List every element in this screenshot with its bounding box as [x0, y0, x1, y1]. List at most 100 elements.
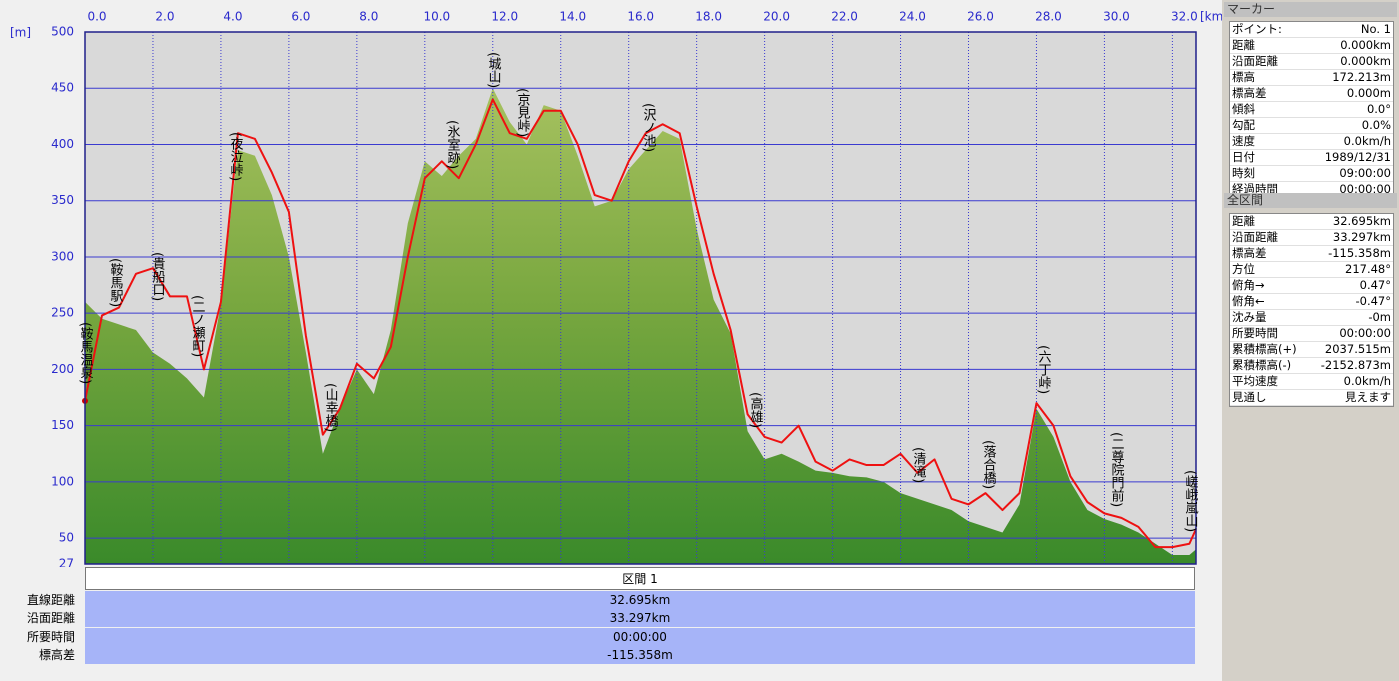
place-label: (京見峠) — [515, 88, 531, 137]
x-unit: [km] — [1200, 10, 1222, 24]
place-label: (高雄) — [748, 392, 764, 428]
x-tick-label: 12.0 — [491, 10, 518, 24]
info-key: 標高 — [1232, 70, 1255, 84]
info-key: 平均速度 — [1232, 374, 1278, 388]
info-value: -2152.873m — [1320, 358, 1391, 372]
info-value: 09:00:00 — [1339, 166, 1391, 180]
info-key: 沿面距離 — [1232, 54, 1278, 68]
info-value: 172.213m — [1332, 70, 1391, 84]
terrain-area — [85, 88, 1196, 564]
info-row: 所要時間 00:00:00 — [1230, 326, 1393, 342]
info-key: 累積標高(+) — [1232, 342, 1297, 356]
place-label: (清滝) — [911, 447, 927, 483]
place-label: (鞍馬温泉) — [78, 322, 94, 384]
info-row: 累積標高(+) 2037.515m — [1230, 342, 1393, 358]
total-title: 全区間 — [1224, 193, 1397, 208]
info-row: 俯角→ 0.47° — [1230, 278, 1393, 294]
info-row: 沿面距離 0.000km — [1230, 54, 1393, 70]
info-row: 日付 1989/12/31 — [1230, 150, 1393, 166]
place-label: (二尊院門前) — [1109, 432, 1125, 507]
info-key: 沈み量 — [1232, 310, 1267, 324]
info-key: 距離 — [1232, 38, 1255, 52]
info-key: 標高差 — [1232, 86, 1267, 100]
info-key: ポイント: — [1232, 22, 1282, 36]
y-tick-label: 50 — [59, 531, 74, 545]
x-tick-label: 20.0 — [763, 10, 790, 24]
info-key: 勾配 — [1232, 118, 1255, 132]
info-row: 累積標高(-) -2152.873m — [1230, 358, 1393, 374]
info-value: 33.297km — [1332, 230, 1391, 244]
section-row: 直線距離 32.695km — [0, 591, 1196, 609]
y-tick-label: 400 — [51, 137, 74, 151]
info-key: 累積標高(-) — [1232, 358, 1292, 372]
y-tick-label: 300 — [51, 249, 74, 263]
info-key: 日付 — [1232, 150, 1255, 164]
info-value: -0.47° — [1355, 294, 1391, 308]
total-table: 距離 32.695km 沿面距離 33.297km 標高差 -115.358m 方位 217.… — [1229, 213, 1394, 407]
info-value: 217.48° — [1345, 262, 1391, 276]
info-key: 時刻 — [1232, 166, 1255, 180]
x-tick-label: 28.0 — [1035, 10, 1062, 24]
info-row: 速度 0.0km/h — [1230, 134, 1393, 150]
info-value: 0.47° — [1359, 278, 1391, 292]
marker-title: マーカー — [1224, 2, 1397, 17]
info-key: 標高差 — [1232, 246, 1267, 260]
place-label: (嵯峨嵐山) — [1183, 470, 1199, 532]
x-tick-label: 22.0 — [831, 10, 858, 24]
info-row: 標高 172.213m — [1230, 70, 1393, 86]
place-label: (夜泣峠) — [228, 132, 244, 181]
info-key: 距離 — [1232, 214, 1255, 228]
place-label: (六丁峠) — [1036, 345, 1052, 394]
x-tick-label: 4.0 — [223, 10, 242, 24]
y-tick-label: 200 — [51, 362, 74, 376]
section-panel: 区間 1 直線距離 32.695km 沿面距離 33.297km 所要時間 00:00:0… — [0, 567, 1222, 667]
section-title: 区間 1 — [85, 567, 1195, 590]
x-tick-label: 10.0 — [423, 10, 450, 24]
x-tick-label: 24.0 — [899, 10, 926, 24]
info-key: 方位 — [1232, 262, 1255, 276]
info-value: No. 1 — [1360, 22, 1391, 36]
info-value: -0m — [1368, 310, 1391, 324]
y-tick-label: 150 — [51, 418, 74, 432]
section-row: 所要時間 00:00:00 — [0, 627, 1196, 646]
info-value: -115.358m — [1328, 246, 1391, 260]
info-value: 00:00:00 — [1339, 182, 1391, 196]
info-key: 俯角→ — [1232, 278, 1265, 292]
info-row: 方位 217.48° — [1230, 262, 1393, 278]
y-tick-label: 350 — [51, 193, 74, 207]
place-label: (城山) — [486, 52, 502, 88]
section-value: 32.695km — [85, 591, 1195, 609]
x-tick-label: 6.0 — [291, 10, 310, 24]
section-row: 沿面距離 33.297km — [0, 609, 1196, 628]
info-key: 経過時間 — [1232, 182, 1278, 196]
place-label: (山幸橋) — [323, 383, 339, 432]
side-panel: マーカー ポイント: No. 1 距離 0.000km 沿面距離 0.000km 標高 172… — [1222, 0, 1399, 681]
plot-border — [84, 31, 1197, 565]
x-tick-label: 26.0 — [967, 10, 994, 24]
info-value: 32.695km — [1332, 214, 1391, 228]
y-tick-label: 100 — [51, 474, 74, 488]
info-value: 1989/12/31 — [1324, 150, 1391, 164]
info-value: 0.0% — [1361, 118, 1391, 132]
y-tick-label: 27 — [59, 557, 74, 568]
section-key: 直線距離 — [26, 593, 75, 607]
info-row: 時刻 09:00:00 — [1230, 166, 1393, 182]
info-row: 平均速度 0.0km/h — [1230, 374, 1393, 390]
info-key: 速度 — [1232, 134, 1255, 148]
info-row: 標高差 -115.358m — [1230, 246, 1393, 262]
info-row: 俯角← -0.47° — [1230, 294, 1393, 310]
info-row: 傾斜 0.0° — [1230, 102, 1393, 118]
y-tick-label: 450 — [51, 81, 74, 95]
section-key: 沿面距離 — [26, 611, 75, 626]
info-row: 見通し 見えます — [1230, 390, 1393, 406]
info-value: 0.0km/h — [1343, 134, 1391, 148]
info-key: 所要時間 — [1232, 326, 1278, 340]
info-row: 沈み量 -0m — [1230, 310, 1393, 326]
info-key: 見通し — [1232, 390, 1267, 404]
x-tick-label: 2.0 — [155, 10, 174, 24]
place-label: (鞍馬駅) — [108, 258, 124, 307]
y-tick-label: 500 — [51, 25, 74, 39]
info-value: 0.0km/h — [1343, 374, 1391, 388]
section-value: 00:00:00 — [85, 627, 1195, 646]
